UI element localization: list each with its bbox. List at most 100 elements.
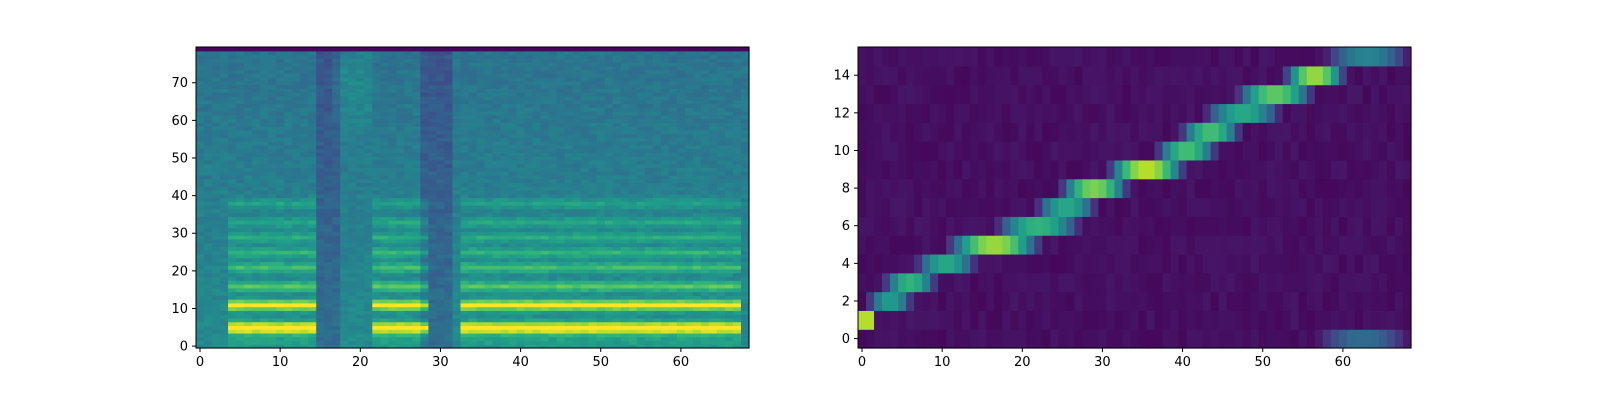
spectrogram-cell <box>476 223 486 229</box>
spectrogram-cell <box>236 197 245 202</box>
spectrogram-cell <box>636 159 646 165</box>
spectrogram-cell <box>372 265 381 270</box>
spectrogram-cell <box>412 88 422 93</box>
spectrogram-cell <box>684 171 694 176</box>
spectrogram-cell <box>516 227 526 232</box>
spectrogram-cell <box>204 167 213 172</box>
spectrogram-cell <box>396 80 405 86</box>
spectrogram-cell <box>580 88 590 93</box>
spectrogram-cell <box>540 235 550 240</box>
spectrogram-cell <box>380 62 389 67</box>
spectrogram-cell <box>428 193 438 199</box>
spectrogram-cell <box>196 272 205 278</box>
spectrogram-cell <box>404 58 413 63</box>
spectrogram-cell <box>268 302 277 308</box>
spectrogram-cell <box>484 344 494 349</box>
spectrogram-cell <box>372 329 381 334</box>
spectrogram-cell <box>196 178 205 184</box>
spectrogram-cell <box>412 141 422 146</box>
spectrogram-cell <box>604 50 614 56</box>
spectrogram-cell <box>500 58 510 63</box>
spectrogram-cell <box>204 47 213 52</box>
spectrogram-cell <box>396 231 405 236</box>
spectrogram-cell <box>668 186 678 191</box>
spectrogram-cell <box>196 276 205 281</box>
spectrogram-cell <box>252 208 261 214</box>
spectrogram-cell <box>604 107 614 112</box>
spectrogram-cell <box>580 299 590 304</box>
spectrogram-cell <box>468 73 478 78</box>
spectrogram-cell <box>564 186 574 191</box>
spectrogram-cell <box>244 118 253 123</box>
spectrogram-cell <box>572 84 582 89</box>
spectrogram-cell <box>476 280 486 285</box>
spectrogram-cell <box>676 126 686 131</box>
spectrogram-cell <box>420 129 430 135</box>
spectrogram-cell <box>404 148 413 153</box>
spectrogram-cell <box>580 65 590 71</box>
spectrogram-cell <box>316 299 325 304</box>
spectrogram-cell <box>500 186 510 191</box>
spectrogram-cell <box>604 246 614 251</box>
spectrogram-cell <box>500 189 510 195</box>
spectrogram-cell <box>500 276 510 281</box>
spectrogram-cell <box>284 208 293 214</box>
spectrogram-cell <box>444 242 454 248</box>
spectrogram-cell <box>604 314 614 319</box>
spectrogram-cell <box>332 280 341 285</box>
spectrogram-cell <box>404 329 413 334</box>
spectrogram-cell <box>636 197 646 202</box>
spectrogram-cell <box>388 47 397 52</box>
spectrogram-cell <box>652 69 662 74</box>
spectrogram-cell <box>412 272 422 278</box>
spectrogram-cell <box>428 167 438 172</box>
spectrogram-cell <box>404 332 413 338</box>
spectrogram-cell <box>220 163 229 168</box>
spectrogram-cell <box>548 257 558 263</box>
spectrogram-cell <box>524 302 534 308</box>
spectrogram-cell <box>260 156 269 161</box>
spectrogram-cell <box>284 114 293 120</box>
spectrogram-cell <box>468 129 478 135</box>
spectrogram-cell <box>372 73 381 78</box>
spectrogram-cell <box>372 299 381 304</box>
spectrogram-cell <box>364 253 373 259</box>
spectrogram-cell <box>588 276 598 281</box>
spectrogram-cell <box>268 265 277 270</box>
spectrogram-cell <box>356 261 365 266</box>
spectrogram-cell <box>468 231 478 236</box>
spectrogram-cell <box>684 310 694 315</box>
spectrogram-cell <box>564 103 574 108</box>
spectrogram-cell <box>428 306 438 311</box>
spectrogram-cell <box>460 250 470 255</box>
spectrogram-cell <box>292 268 301 274</box>
spectrogram-cell <box>340 201 349 206</box>
spectrogram-cell <box>420 99 430 105</box>
spectrogram-cell <box>588 302 598 308</box>
spectrogram-cell <box>588 88 598 93</box>
spectrogram-cell <box>220 276 229 281</box>
spectrogram-cell <box>356 92 365 97</box>
spectrogram-cell <box>404 235 413 240</box>
spectrogram-cell <box>404 129 413 135</box>
spectrogram-cell <box>420 122 430 127</box>
spectrogram-cell <box>444 216 454 221</box>
spectrogram-cell <box>252 291 261 296</box>
spectrogram-cell <box>508 265 518 270</box>
spectrogram-cell <box>604 306 614 311</box>
spectrogram-cell <box>476 107 486 112</box>
spectrogram-cell <box>260 299 269 304</box>
spectrogram-cell <box>236 284 245 289</box>
spectrogram-cell <box>548 65 558 71</box>
spectrogram-cell <box>196 62 205 67</box>
spectrogram-cell <box>676 201 686 206</box>
spectrogram-cell <box>396 62 405 67</box>
spectrogram-cell <box>644 238 654 244</box>
spectrogram-cell <box>508 268 518 274</box>
spectrogram-cell <box>652 186 662 191</box>
spectrogram-cell <box>404 310 413 315</box>
spectrogram-cell <box>228 107 237 112</box>
spectrogram-cell <box>460 223 470 229</box>
spectrogram-cell <box>276 231 285 236</box>
spectrogram-cell <box>348 99 357 105</box>
